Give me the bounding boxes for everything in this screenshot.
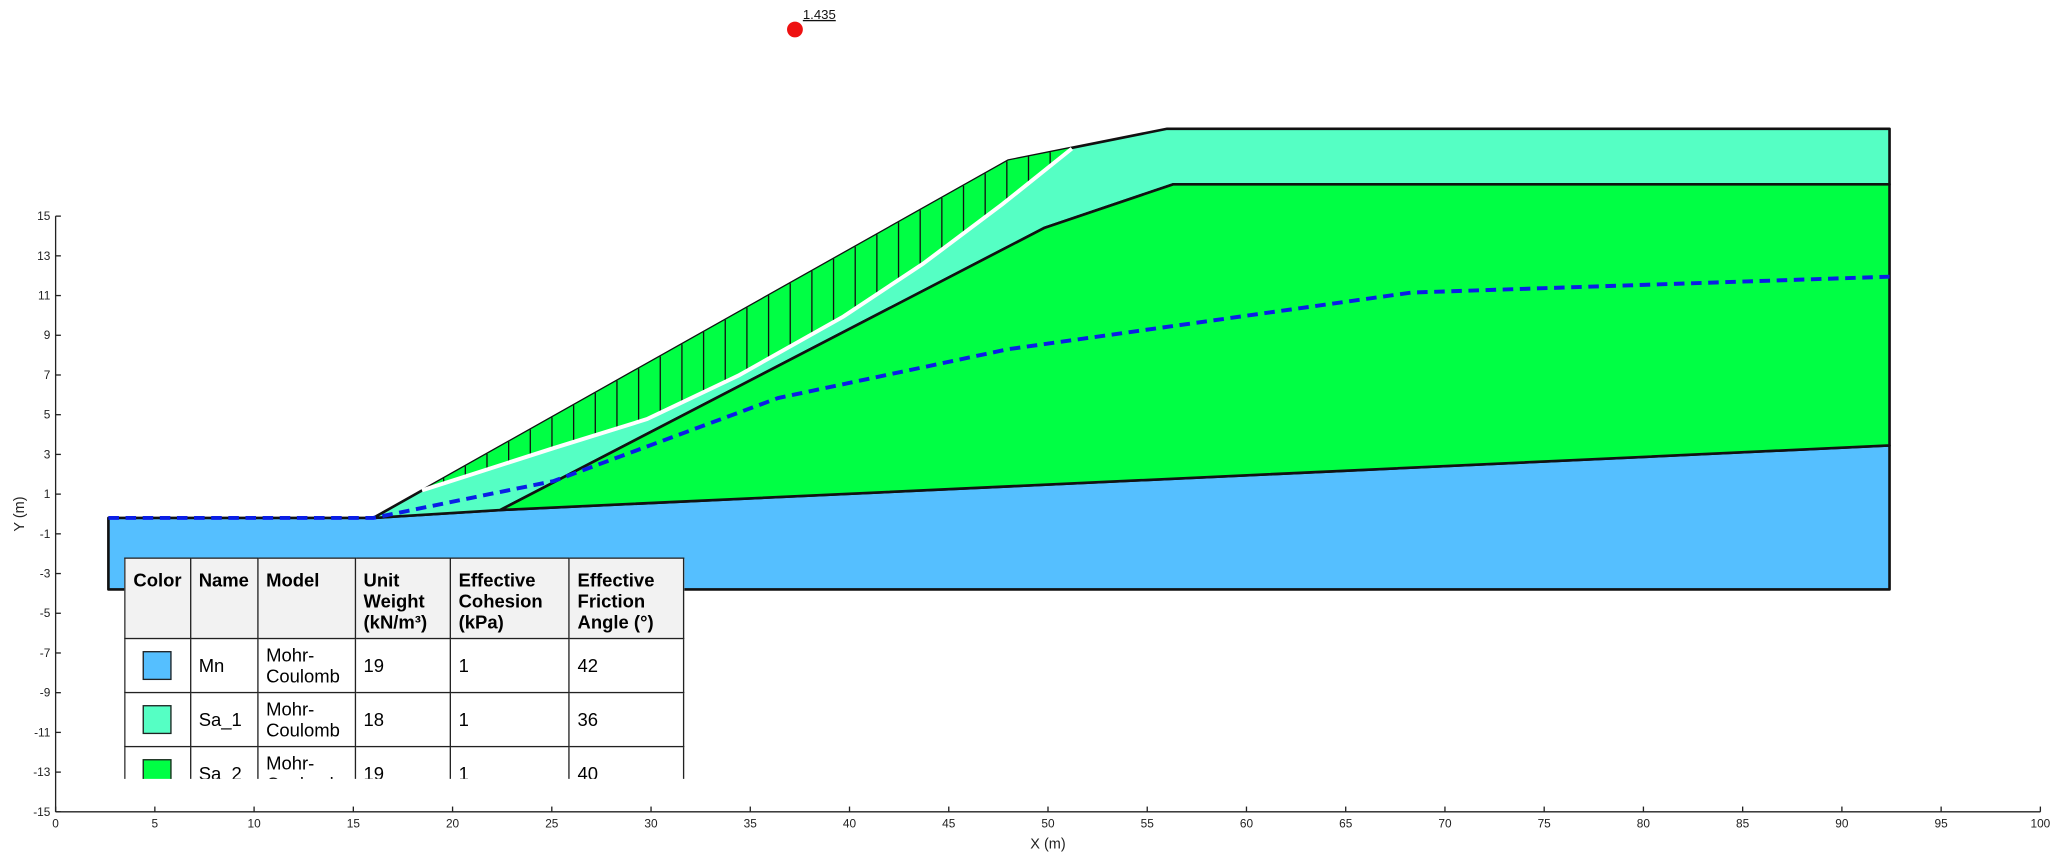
table-cell: 18 [354, 691, 451, 748]
y-tick-label: -9 [40, 686, 51, 700]
y-tick-label: 15 [37, 209, 51, 223]
y-tick-label: -3 [40, 567, 51, 581]
y-tick-label: -11 [34, 725, 51, 739]
color-swatch [142, 759, 172, 779]
x-tick-label: 85 [1736, 817, 1750, 831]
header-cell: Unit Weight (kN/m³) [354, 557, 451, 640]
soil-region [498, 183, 1891, 512]
y-tick-label: 7 [44, 368, 51, 382]
color-cell [124, 691, 191, 748]
y-tick-label: 3 [44, 447, 51, 461]
x-tick-label: 45 [942, 817, 956, 831]
x-tick-label: 35 [744, 817, 758, 831]
table-container: Color Name Model Unit Weight (kN/m³)Effecti… [124, 557, 685, 779]
table-cell: 42 [568, 637, 685, 694]
table-cell: Mohr-Coulomb [256, 691, 356, 748]
x-tick-label: 65 [1339, 817, 1353, 831]
y-tick-label: 9 [44, 328, 51, 342]
table-cell: 19 [354, 637, 451, 694]
color-swatch [142, 705, 172, 735]
x-tick-label: 55 [1141, 817, 1155, 831]
x-tick-label: 40 [843, 817, 857, 831]
x-tick-label: 60 [1240, 817, 1254, 831]
geometry [107, 127, 1891, 591]
materials-table: Color Name Model Unit Weight (kN/m³) Effecti… [124, 557, 685, 779]
y-tick-label: 5 [44, 408, 51, 422]
y-tick-label: 13 [37, 249, 51, 263]
water-table [108, 274, 1890, 520]
table-row: Mn Mohr-Coulomb 19 1 42 [124, 637, 685, 694]
y-tick-label: -7 [40, 646, 51, 660]
x-tick-label: 90 [1835, 817, 1849, 831]
y-tick-label: -13 [33, 765, 51, 779]
color-cell [124, 745, 191, 779]
x-tick-label: 5 [152, 817, 159, 831]
x-axis-label: X (m) [1030, 837, 1065, 853]
header-cell: Model [256, 557, 356, 640]
table-cell: 36 [568, 691, 685, 748]
table-cell: 1 [449, 691, 570, 748]
table-cell: 40 [568, 745, 685, 779]
y-tick-label: 1 [44, 487, 51, 501]
table-cell: Sa_2 [189, 745, 259, 779]
table-cell: Sa_1 [189, 691, 259, 748]
y-tick-label: -1 [40, 527, 51, 541]
x-tick-label: 75 [1538, 817, 1552, 831]
x-tick-label: 0 [52, 817, 59, 831]
y-tick-label: 11 [38, 289, 51, 303]
x-tick-label: 10 [247, 817, 261, 831]
header-cell: Name [189, 557, 259, 640]
header-cell: Effective Friction Angle (°) [568, 557, 685, 640]
x-tick-label: 70 [1438, 817, 1452, 831]
x-tick-label: 50 [1041, 817, 1055, 831]
table-cell: Mohr-Coulomb [256, 637, 356, 694]
y-axis-label: Y (m) [12, 496, 28, 531]
y-tick-label: -15 [33, 805, 51, 819]
header-cell: Color [124, 557, 191, 640]
y-tick-label: -5 [40, 606, 51, 620]
x-tick-label: 100 [2030, 817, 2050, 831]
table-cell: 19 [354, 745, 451, 779]
x-tick-label: 30 [644, 817, 658, 831]
table-cell: Mohr-Coulomb [256, 745, 356, 779]
header-row: Color Name Model Unit Weight (kN/m³) Effecti… [124, 557, 685, 640]
x-tick-label: 25 [545, 817, 559, 831]
x-tick-label: 95 [1935, 817, 1949, 831]
x-tick-label: 15 [347, 817, 361, 831]
factor-of-safety: 1.435 [803, 7, 836, 22]
x-tick-label: 80 [1637, 817, 1651, 831]
table-row: Sa_1 Mohr-Coulomb 18 1 36 [124, 691, 685, 748]
slip-surface [421, 147, 1074, 493]
slip-center [787, 21, 803, 38]
color-cell [124, 637, 191, 694]
x-tick-label: 20 [446, 817, 460, 831]
color-swatch [142, 651, 172, 681]
header-cell: Effective Cohesion (kPa) [449, 557, 570, 640]
table-cell: 1 [449, 745, 570, 779]
table-cell: 1 [449, 637, 570, 694]
table-cell: Mn [189, 637, 259, 694]
